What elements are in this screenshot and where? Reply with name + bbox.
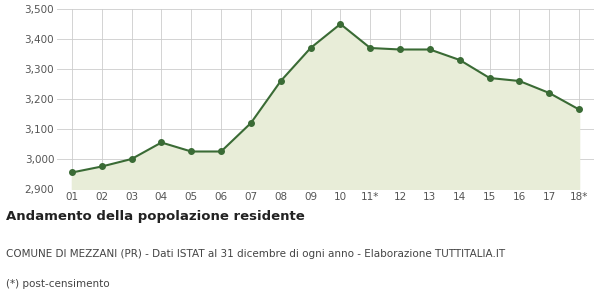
- Text: (*) post-censimento: (*) post-censimento: [6, 279, 110, 289]
- Text: COMUNE DI MEZZANI (PR) - Dati ISTAT al 31 dicembre di ogni anno - Elaborazione T: COMUNE DI MEZZANI (PR) - Dati ISTAT al 3…: [6, 249, 505, 259]
- Text: Andamento della popolazione residente: Andamento della popolazione residente: [6, 210, 305, 223]
